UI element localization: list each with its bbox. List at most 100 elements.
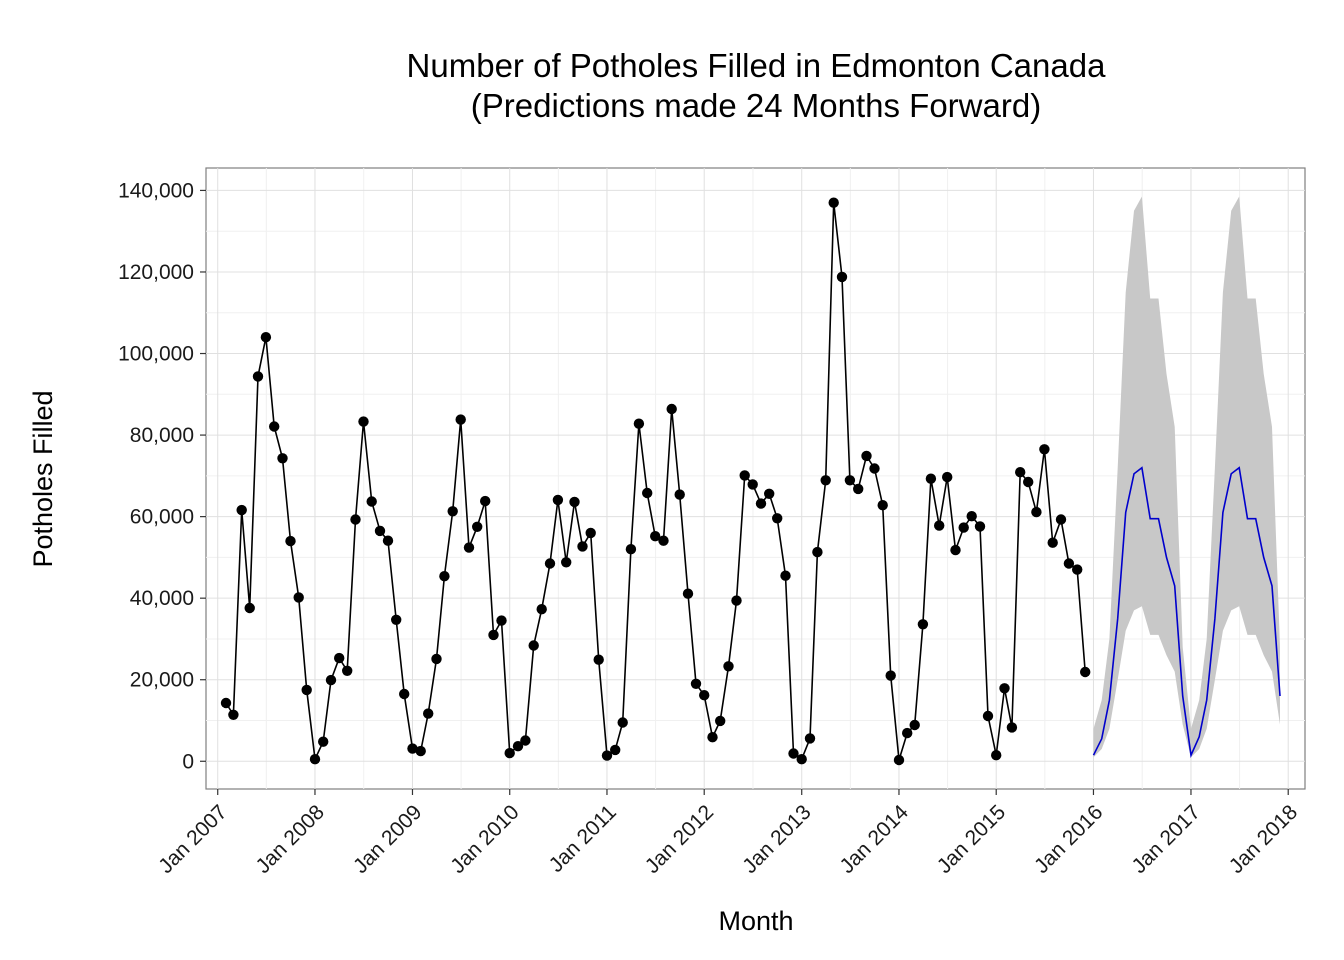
observed-point xyxy=(666,403,677,415)
observed-points xyxy=(220,197,1091,766)
observed-point xyxy=(391,614,402,625)
observed-point xyxy=(958,522,969,533)
observed-point xyxy=(350,514,361,525)
observed-point xyxy=(610,744,621,756)
observed-point xyxy=(552,494,564,506)
observed-point xyxy=(902,727,913,739)
observed-point xyxy=(974,521,986,532)
chart-title: Number of Potholes Filled in Edmonton Ca… xyxy=(407,47,1107,84)
observed-point xyxy=(723,661,734,672)
observed-point xyxy=(715,715,726,727)
observed-point xyxy=(690,678,702,689)
observed-point xyxy=(633,418,645,429)
observed-point xyxy=(812,546,823,558)
observed-point xyxy=(455,414,466,425)
observed-point xyxy=(966,511,977,522)
observed-point xyxy=(788,748,799,759)
observed-point xyxy=(1022,476,1034,488)
y-tick-label: 100,000 xyxy=(118,343,194,366)
x-tick-label: Jan 2013 xyxy=(738,801,815,878)
y-axis: 0 20,000 40,000 60,000 80,000 100,000 120,000 1… xyxy=(118,179,206,773)
observed-point xyxy=(488,629,499,641)
observed-point xyxy=(439,571,450,582)
y-tick-label: 80,000 xyxy=(130,424,194,447)
observed-point xyxy=(1055,514,1067,525)
x-axis-title: Month xyxy=(718,906,793,936)
y-tick-label: 140,000 xyxy=(118,179,194,202)
observed-point xyxy=(569,496,580,508)
observed-point xyxy=(318,736,329,747)
observed-point xyxy=(991,750,1002,761)
observed-point xyxy=(804,733,816,744)
x-tick-label: Jan 2012 xyxy=(641,801,718,878)
observed-point xyxy=(731,595,742,606)
observed-point xyxy=(269,421,280,432)
gridlines xyxy=(206,168,1305,789)
observed-point xyxy=(447,506,458,517)
x-tick-label: Jan 2014 xyxy=(836,800,914,878)
observed-point xyxy=(625,544,637,555)
observed-point xyxy=(293,592,304,603)
observed-point xyxy=(950,544,961,556)
observed-point xyxy=(366,496,377,507)
x-tick-label: Jan 2015 xyxy=(933,801,1010,878)
x-tick-label: Jan 2016 xyxy=(1030,801,1107,878)
observed-point xyxy=(463,542,475,553)
y-tick-label: 20,000 xyxy=(130,669,194,692)
prediction-interval xyxy=(1093,196,1280,758)
observed-point xyxy=(374,525,386,537)
x-axis: Jan 2007 Jan 2008 Jan 2009 Jan 2010 Jan 2011… xyxy=(154,789,1302,878)
observed-point xyxy=(220,697,232,709)
observed-point xyxy=(325,674,337,686)
x-tick-label: Jan 2009 xyxy=(349,801,426,878)
observed-point xyxy=(1072,564,1083,575)
observed-point xyxy=(747,479,758,490)
observed-point xyxy=(423,708,434,719)
observed-point xyxy=(593,654,604,665)
observed-point xyxy=(1080,666,1091,678)
observed-point xyxy=(520,735,531,746)
observed-point xyxy=(982,710,994,722)
observed-point xyxy=(528,640,539,651)
observed-point xyxy=(334,652,345,664)
x-tick-label: Jan 2018 xyxy=(1225,801,1302,878)
observed-point xyxy=(1006,722,1018,733)
observed-point xyxy=(617,717,628,728)
x-tick-label: Jan 2011 xyxy=(545,801,621,877)
observed-point xyxy=(561,557,572,568)
x-tick-label: Jan 2017 xyxy=(1128,801,1205,878)
observed-point xyxy=(699,690,710,701)
x-tick-label: Jan 2007 xyxy=(154,801,231,878)
observed-point xyxy=(309,754,321,765)
y-tick-label: 40,000 xyxy=(130,587,194,610)
observed-point xyxy=(772,513,783,524)
observed-point xyxy=(301,684,312,696)
observed-point xyxy=(682,588,694,599)
observed-point xyxy=(342,665,353,676)
observed-point xyxy=(512,741,524,752)
observed-point xyxy=(999,683,1010,694)
observed-point xyxy=(399,688,410,700)
y-tick-label: 120,000 xyxy=(118,261,194,284)
observed-point xyxy=(925,473,937,484)
observed-point xyxy=(674,489,685,500)
observed-point xyxy=(504,747,515,759)
observed-point xyxy=(942,471,953,483)
observed-point xyxy=(407,743,418,754)
observed-point xyxy=(893,754,905,766)
observed-point xyxy=(869,463,880,474)
x-tick-label: Jan 2010 xyxy=(446,801,523,878)
observed-point xyxy=(285,535,296,547)
observed-point xyxy=(536,604,547,615)
observed-point xyxy=(1031,506,1042,518)
observed-point xyxy=(658,535,669,546)
observed-point xyxy=(260,332,272,343)
observed-point xyxy=(844,475,856,486)
observed-point xyxy=(415,745,426,757)
observed-point xyxy=(885,670,896,681)
observed-point xyxy=(577,541,588,552)
observed-point xyxy=(934,520,945,531)
y-tick-label: 60,000 xyxy=(130,506,194,529)
observed-point xyxy=(382,535,394,546)
